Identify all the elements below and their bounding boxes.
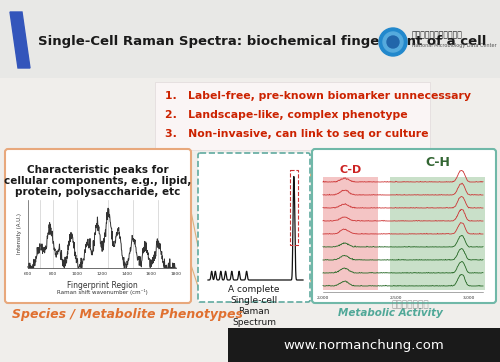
Text: C-H: C-H xyxy=(425,156,450,168)
Text: C-D: C-D xyxy=(340,165,361,175)
Text: Raman shift wavenumber (cm⁻¹): Raman shift wavenumber (cm⁻¹) xyxy=(56,289,148,295)
Text: cellular components, e.g., lipid,: cellular components, e.g., lipid, xyxy=(4,176,192,186)
Text: 1.   Label-free, pre-known biomarker unnecessary: 1. Label-free, pre-known biomarker unnec… xyxy=(165,91,471,101)
Bar xyxy=(390,177,485,290)
Text: Species / Metabolite Phenotypes: Species / Metabolite Phenotypes xyxy=(12,308,243,321)
Text: protein, polysaccharide, etc: protein, polysaccharide, etc xyxy=(16,187,180,197)
Text: 800: 800 xyxy=(48,272,57,276)
Text: 3.   Non-invasive, can link to seq or culture: 3. Non-invasive, can link to seq or cult… xyxy=(165,129,428,139)
Text: 中国生物技术网: 中国生物技术网 xyxy=(391,300,429,309)
Circle shape xyxy=(383,32,403,52)
Text: Intensity (A.U.): Intensity (A.U.) xyxy=(16,214,21,254)
Bar xyxy=(228,328,500,362)
Bar xyxy=(0,0,500,78)
Bar xyxy=(323,177,378,290)
Text: 2,500: 2,500 xyxy=(390,296,402,300)
Text: Characteristic peaks for: Characteristic peaks for xyxy=(27,165,169,175)
FancyBboxPatch shape xyxy=(312,149,496,303)
FancyBboxPatch shape xyxy=(5,149,191,303)
Text: 1200: 1200 xyxy=(96,272,108,276)
Circle shape xyxy=(379,28,407,56)
Text: 1800: 1800 xyxy=(170,272,181,276)
Text: 1600: 1600 xyxy=(146,272,157,276)
Text: 600: 600 xyxy=(24,272,32,276)
Text: 1000: 1000 xyxy=(72,272,83,276)
Circle shape xyxy=(387,36,399,48)
Text: 2,000: 2,000 xyxy=(317,296,329,300)
Text: 1400: 1400 xyxy=(121,272,132,276)
Text: Raman: Raman xyxy=(238,307,270,316)
Text: 3,000: 3,000 xyxy=(462,296,474,300)
Bar xyxy=(155,82,430,150)
Text: A complete: A complete xyxy=(228,285,280,294)
FancyBboxPatch shape xyxy=(198,153,310,302)
Text: www.normanchung.com: www.normanchung.com xyxy=(284,338,444,352)
Text: Fingerprint Region: Fingerprint Region xyxy=(66,281,138,290)
Text: Metabolic Activity: Metabolic Activity xyxy=(338,308,442,318)
Text: Single-cell: Single-cell xyxy=(230,296,278,305)
Text: 2.   Landscape-like, complex phenotype: 2. Landscape-like, complex phenotype xyxy=(165,110,408,120)
Text: 国家微生物科学数据中心: 国家微生物科学数据中心 xyxy=(412,30,463,39)
Polygon shape xyxy=(10,12,30,68)
Text: National Microbiology Data Center: National Microbiology Data Center xyxy=(412,43,496,49)
Text: Spectrum: Spectrum xyxy=(232,318,276,327)
Bar xyxy=(290,170,298,245)
Text: Single-Cell Raman Spectra: biochemical fingerprint of a cell: Single-Cell Raman Spectra: biochemical f… xyxy=(38,35,486,49)
